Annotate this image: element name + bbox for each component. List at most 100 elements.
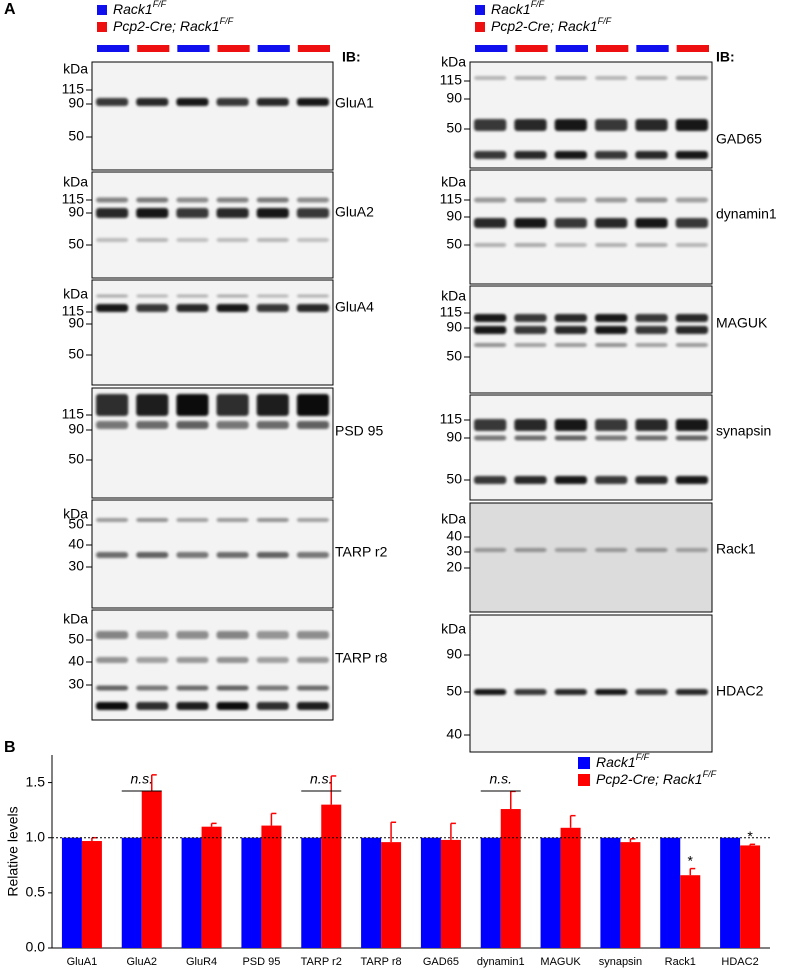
x-tick-label: dynamin1 bbox=[477, 956, 525, 968]
marker-label: 40 bbox=[68, 653, 84, 669]
significance-star: * bbox=[747, 828, 753, 844]
legend-sup: F/F bbox=[153, 0, 167, 9]
blot-band bbox=[595, 314, 628, 322]
blot-band bbox=[514, 119, 547, 131]
marker-label: 50 bbox=[68, 451, 84, 467]
blot-band bbox=[474, 419, 507, 431]
blot-band bbox=[514, 435, 547, 441]
blot-band bbox=[296, 657, 329, 663]
blot-band bbox=[635, 218, 668, 228]
bar bbox=[201, 826, 222, 948]
blot-band bbox=[635, 119, 668, 131]
blot-band bbox=[595, 689, 628, 695]
blot-band bbox=[554, 119, 587, 131]
target-label: synapsin bbox=[716, 423, 771, 439]
bar bbox=[440, 839, 461, 948]
legend-swatch bbox=[97, 22, 107, 32]
blot-band bbox=[675, 548, 708, 552]
x-tick-label: MAGUK bbox=[540, 956, 581, 968]
kda-label: kDa bbox=[441, 621, 466, 637]
blot-band bbox=[216, 657, 249, 663]
blot-box bbox=[91, 171, 334, 279]
blot-band bbox=[256, 294, 289, 298]
blot-box bbox=[91, 609, 334, 721]
blot-box bbox=[91, 387, 334, 499]
blot-band bbox=[176, 394, 209, 416]
marker-label: 50 bbox=[446, 120, 462, 136]
blot-band bbox=[216, 197, 249, 203]
blot-band bbox=[216, 552, 249, 558]
blot-band bbox=[635, 197, 668, 203]
lane-bar bbox=[596, 45, 629, 52]
blot-band bbox=[216, 98, 249, 106]
blot-box bbox=[91, 499, 334, 609]
legend-name: Pcp2-Cre; Rack1 bbox=[596, 771, 703, 787]
lane-bar bbox=[515, 45, 548, 52]
legend-swatch bbox=[475, 22, 485, 32]
marker-label: 50 bbox=[446, 683, 462, 699]
bar bbox=[660, 837, 681, 948]
blot-band bbox=[595, 435, 628, 441]
blot-band bbox=[474, 218, 507, 228]
blot-band bbox=[176, 552, 209, 558]
blot-band bbox=[595, 548, 628, 552]
blot-band bbox=[554, 76, 587, 80]
legend-sup: F/F bbox=[636, 752, 650, 762]
lane-bar bbox=[676, 45, 709, 52]
blot-band bbox=[474, 197, 507, 203]
blot-band bbox=[635, 419, 668, 431]
bar bbox=[620, 842, 641, 948]
blot-band bbox=[96, 98, 129, 106]
blot-band bbox=[96, 702, 129, 710]
blot-band bbox=[595, 197, 628, 203]
blot-band bbox=[675, 343, 708, 347]
marker-label: 50 bbox=[68, 516, 84, 532]
marker-label: 50 bbox=[68, 236, 84, 252]
blot-band bbox=[296, 294, 329, 298]
blot-box bbox=[91, 61, 334, 171]
marker-label: 50 bbox=[68, 128, 84, 144]
blot-band bbox=[296, 518, 329, 522]
x-tick-label: TARP r8 bbox=[360, 956, 401, 968]
blot-band bbox=[136, 421, 169, 429]
target-label: GluA4 bbox=[335, 299, 374, 315]
blot-band bbox=[216, 421, 249, 429]
blot-band bbox=[296, 208, 329, 218]
blot-band bbox=[554, 548, 587, 552]
blot-band bbox=[554, 197, 587, 203]
blot-band bbox=[256, 394, 289, 416]
blot-band bbox=[136, 208, 169, 218]
blot-band bbox=[554, 243, 587, 247]
blot-band bbox=[675, 151, 708, 159]
blot-band bbox=[474, 435, 507, 441]
blot-band bbox=[216, 238, 249, 242]
target-label: GAD65 bbox=[716, 131, 762, 147]
marker-label: 40 bbox=[446, 726, 462, 742]
blot-band bbox=[136, 394, 169, 416]
legend-sup: F/F bbox=[531, 0, 545, 9]
target-label: MAGUK bbox=[716, 315, 768, 331]
blot-band bbox=[176, 631, 209, 639]
legend-sup: F/F bbox=[220, 16, 234, 26]
blot-band bbox=[296, 197, 329, 203]
blot-band bbox=[595, 218, 628, 228]
blot-band bbox=[136, 98, 169, 106]
lane-bar bbox=[177, 45, 210, 52]
bar bbox=[480, 837, 501, 948]
target-label: GluA2 bbox=[335, 204, 374, 220]
bar bbox=[261, 825, 282, 948]
blot-band bbox=[675, 76, 708, 80]
x-tick-label: Rack1 bbox=[665, 956, 696, 968]
marker-label: 90 bbox=[446, 429, 462, 445]
blot-band bbox=[474, 243, 507, 247]
blot-band bbox=[256, 685, 289, 691]
blot-band bbox=[216, 631, 249, 639]
legend-label: Pcp2-Cre; Rack1F/F bbox=[596, 769, 717, 786]
blot-band bbox=[514, 197, 547, 203]
blot-band bbox=[296, 238, 329, 242]
marker-label: 90 bbox=[68, 204, 84, 220]
marker-label: 50 bbox=[446, 348, 462, 364]
legend-label: Rack1F/F bbox=[113, 0, 167, 17]
blot-band bbox=[675, 314, 708, 322]
marker-label: 90 bbox=[446, 208, 462, 224]
